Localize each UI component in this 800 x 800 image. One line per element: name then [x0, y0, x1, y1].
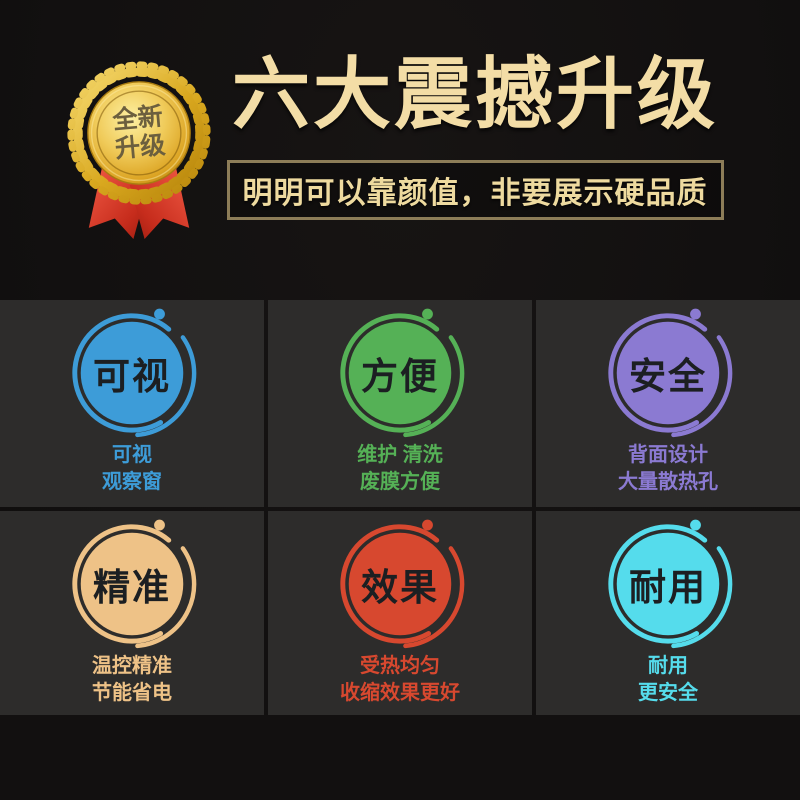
feature-badge-label: 安全 — [629, 356, 707, 397]
page-title: 六大震撼升级 — [232, 50, 719, 138]
caption-line: 观察窗 — [102, 471, 162, 493]
feature-card-precise: 精准 温控精准 节能省电 — [0, 511, 264, 715]
feature-card-durable: 耐用 耐用 更安全 — [536, 511, 800, 715]
medal-text-line2: 升级 — [114, 130, 167, 163]
brush-ring-badge-icon: 精准 — [63, 513, 201, 651]
feature-badge-label: 可视 — [93, 356, 171, 397]
medal-rim-highlight — [90, 84, 188, 182]
caption-line: 大量散热孔 — [618, 471, 718, 493]
subtitle-text: 明明可以靠颜值，非要展示硬品质 — [242, 176, 708, 210]
caption-line: 背面设计 — [628, 444, 708, 466]
caption-line: 温控精准 — [92, 655, 172, 677]
feature-caption: 维护 清洗 废膜方便 — [357, 442, 443, 496]
subtitle-box: 明明可以靠颜值，非要展示硬品质 — [226, 159, 724, 220]
laurel-wreath-outer — [67, 61, 211, 205]
bottom-spacer — [0, 715, 800, 800]
feature-card-convenient: 方便 维护 清洗 废膜方便 — [268, 300, 532, 507]
medal-text-line1: 全新 — [110, 101, 164, 134]
gold-medal-ribbon-icon: 全新 升级 — [46, 40, 232, 249]
caption-line: 节能省电 — [92, 682, 172, 704]
feature-badge-label: 精准 — [93, 567, 171, 608]
feature-caption: 可视 观察窗 — [102, 442, 162, 496]
brush-ring-badge-icon: 可视 — [63, 302, 201, 440]
medal-face — [87, 81, 191, 185]
feature-caption: 背面设计 大量散热孔 — [618, 442, 718, 496]
brush-ring-badge-icon: 安全 — [599, 302, 737, 440]
feature-badge-label: 效果 — [361, 567, 439, 608]
caption-line: 收缩效果更好 — [340, 682, 460, 704]
feature-caption: 温控精准 节能省电 — [92, 653, 172, 707]
feature-grid: 可视 可视 观察窗 方便 维护 清洗 废膜方便 — [0, 300, 800, 715]
feature-card-safe: 安全 背面设计 大量散热孔 — [536, 300, 800, 507]
caption-line: 耐用 — [648, 655, 688, 677]
feature-badge-label: 耐用 — [629, 567, 707, 608]
feature-card-effect: 效果 受热均匀 收缩效果更好 — [268, 511, 532, 715]
caption-line: 受热均匀 — [360, 655, 440, 677]
feature-caption: 耐用 更安全 — [638, 653, 698, 707]
caption-line: 更安全 — [638, 682, 698, 704]
feature-card-visible: 可视 可视 观察窗 — [0, 300, 264, 507]
brush-ring-badge-icon: 方便 — [331, 302, 469, 440]
brush-ring-badge-icon: 耐用 — [599, 513, 737, 651]
laurel-wreath — [72, 66, 206, 200]
brush-ring-badge-icon: 效果 — [331, 513, 469, 651]
caption-line: 维护 清洗 — [357, 444, 443, 466]
medal-rim-inner — [96, 90, 182, 176]
feature-badge-label: 方便 — [361, 356, 439, 397]
caption-line: 可视 — [112, 444, 152, 466]
caption-line: 废膜方便 — [360, 471, 440, 493]
header-section: 全新 升级 六大震撼升级 明明可以靠颜值，非要展示硬品质 — [0, 0, 800, 300]
feature-caption: 受热均匀 收缩效果更好 — [340, 653, 460, 707]
